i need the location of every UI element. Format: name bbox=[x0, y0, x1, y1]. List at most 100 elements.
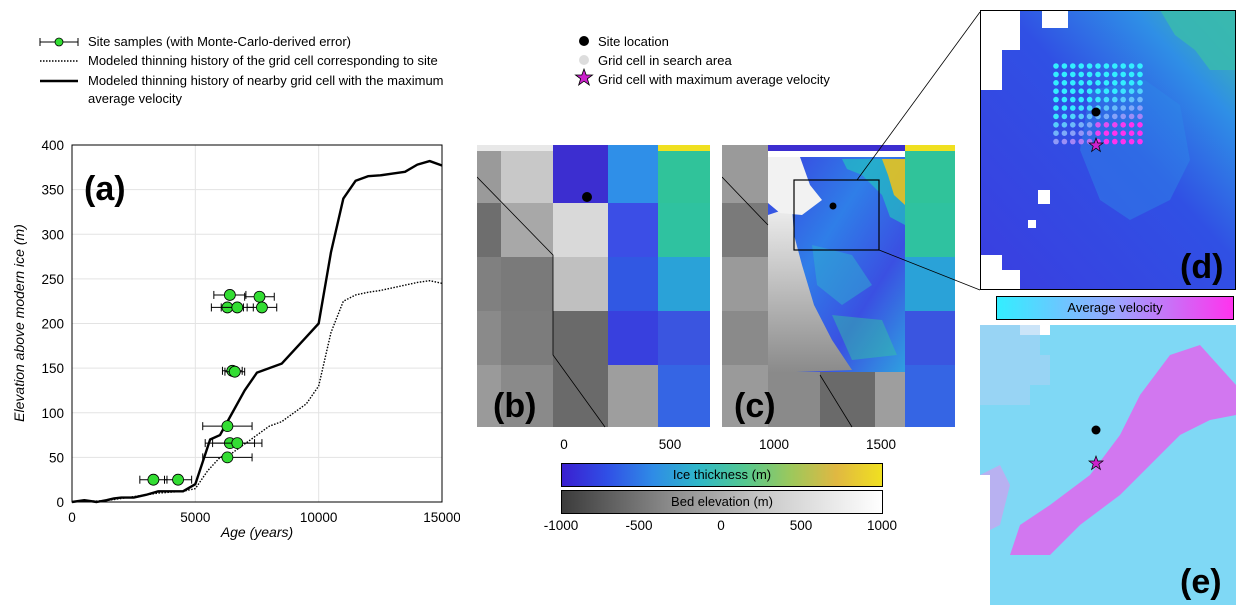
legend-site-marker bbox=[579, 36, 589, 46]
search-area-cell bbox=[1128, 80, 1135, 86]
search-area-cell bbox=[1053, 113, 1059, 120]
map-x-ticks: 0 500 1000 1500 bbox=[0, 437, 960, 457]
search-area-cell bbox=[1061, 71, 1068, 78]
grounding-line-c-2 bbox=[819, 374, 853, 428]
y-tick-label: 200 bbox=[41, 317, 64, 332]
legend-max-velocity-label: Grid cell with maximum average velocity bbox=[598, 72, 830, 87]
search-area-cell bbox=[1095, 88, 1101, 94]
search-area-cell bbox=[1078, 96, 1084, 103]
search-area-cell bbox=[1112, 122, 1118, 128]
bed-tick-1000: 1000 bbox=[866, 518, 898, 533]
search-area-cell bbox=[1061, 88, 1068, 94]
sample-point bbox=[212, 437, 263, 449]
panel-e-fast-flow bbox=[1010, 345, 1236, 555]
search-area-cell bbox=[1070, 113, 1076, 120]
max-velocity-star-e bbox=[1087, 454, 1105, 471]
search-area-cell bbox=[1103, 105, 1110, 111]
search-area-cell bbox=[1112, 96, 1118, 103]
map-tick-1000: 1000 bbox=[758, 437, 790, 452]
sample-marker bbox=[221, 420, 234, 433]
site-marker-c bbox=[829, 202, 837, 210]
chart-ylabel: Elevation above modern ice (m) bbox=[11, 224, 27, 422]
search-area-cell bbox=[1120, 105, 1126, 111]
search-area-cell bbox=[1112, 138, 1118, 145]
search-area-cell bbox=[1120, 130, 1126, 136]
sample-point bbox=[224, 365, 246, 378]
legend-samples-symbol bbox=[39, 37, 79, 47]
sample-marker bbox=[172, 473, 184, 486]
legend-search-cell-label: Grid cell in search area bbox=[598, 53, 732, 68]
bed-elevation-grid bbox=[477, 145, 658, 427]
sample-point bbox=[246, 301, 278, 314]
sample-marker bbox=[223, 289, 236, 301]
search-area-cell bbox=[1053, 80, 1059, 86]
legend-site-cell-label: Modeled thinning history of the grid cel… bbox=[88, 53, 438, 68]
search-area-cell bbox=[1053, 138, 1059, 145]
search-area-cell bbox=[1137, 138, 1143, 145]
bed-elevation-colorbar: Bed elevation (m) bbox=[561, 490, 883, 514]
map-panel-c: (c) bbox=[722, 145, 955, 428]
search-area-cell bbox=[1137, 88, 1143, 94]
search-area-cell bbox=[1061, 80, 1068, 86]
search-area-cell bbox=[1070, 122, 1076, 128]
sample-point bbox=[202, 420, 253, 433]
search-area-cell bbox=[1103, 63, 1110, 69]
chart-lines bbox=[71, 159, 443, 504]
search-area-cell bbox=[1078, 130, 1084, 136]
search-area-cell bbox=[1086, 63, 1093, 69]
search-area-cell bbox=[1095, 80, 1101, 86]
sample-marker bbox=[231, 437, 244, 449]
site-marker-e bbox=[1091, 425, 1101, 435]
search-area-cell bbox=[1128, 130, 1135, 136]
coarse-grid-c bbox=[722, 145, 955, 427]
search-area-cell bbox=[1086, 96, 1093, 103]
search-area-cell bbox=[1103, 71, 1110, 78]
x-tick-label: 15000 bbox=[423, 510, 460, 525]
search-area-cell bbox=[1103, 88, 1110, 94]
search-area-cell bbox=[1137, 80, 1143, 86]
map-tick-1500: 1500 bbox=[865, 437, 897, 452]
search-area-cell bbox=[1095, 96, 1101, 103]
search-area-cell bbox=[1061, 130, 1068, 136]
search-area-cell bbox=[1128, 105, 1135, 111]
panel-d-fast-flow bbox=[1160, 10, 1236, 70]
panel-d-frame bbox=[980, 10, 1236, 290]
search-area-cell bbox=[1120, 113, 1126, 120]
sample-point bbox=[213, 289, 247, 301]
y-tick-label: 50 bbox=[49, 450, 64, 465]
y-tick-label: 150 bbox=[41, 361, 64, 376]
site-marker-d bbox=[1091, 107, 1101, 117]
y-tick-label: 250 bbox=[41, 272, 64, 287]
panel-label-a: (a) bbox=[84, 170, 126, 208]
search-area-cell bbox=[1137, 71, 1143, 78]
search-area-cell bbox=[1128, 113, 1135, 120]
search-area-cell bbox=[1078, 88, 1084, 94]
max-velocity-star-d bbox=[1087, 136, 1105, 153]
search-area-cell bbox=[1128, 88, 1135, 94]
fine-bed-elevation bbox=[768, 207, 852, 373]
search-area-cell bbox=[1137, 122, 1143, 128]
search-area-cell bbox=[1078, 80, 1084, 86]
legend-site-label: Site location bbox=[598, 34, 669, 49]
search-area-cell bbox=[1120, 122, 1126, 128]
panel-label-d: (d) bbox=[1180, 248, 1223, 286]
map-tick-0: 0 bbox=[560, 437, 568, 452]
y-tick-label: 350 bbox=[41, 183, 64, 198]
sample-marker bbox=[228, 365, 241, 378]
sample-point bbox=[202, 451, 253, 464]
search-area-cell bbox=[1053, 63, 1059, 69]
sample-marker bbox=[256, 301, 268, 314]
search-area-cell bbox=[1103, 113, 1110, 120]
ice-thickness-colorbar: Ice thickness (m) bbox=[561, 463, 883, 487]
search-area-cell bbox=[1061, 96, 1068, 103]
search-area-cell bbox=[1112, 63, 1118, 69]
search-area-cell bbox=[1128, 122, 1135, 128]
chart-xlabel: Age (years) bbox=[220, 524, 293, 540]
search-area-cell bbox=[1120, 80, 1126, 86]
search-area-cell bbox=[1128, 138, 1135, 145]
search-area-cell bbox=[1112, 105, 1118, 111]
panel-d-velocity-field bbox=[980, 10, 1236, 290]
search-area-cell bbox=[1053, 71, 1059, 78]
search-area-cell bbox=[1112, 88, 1118, 94]
search-area-dots bbox=[1053, 63, 1143, 145]
